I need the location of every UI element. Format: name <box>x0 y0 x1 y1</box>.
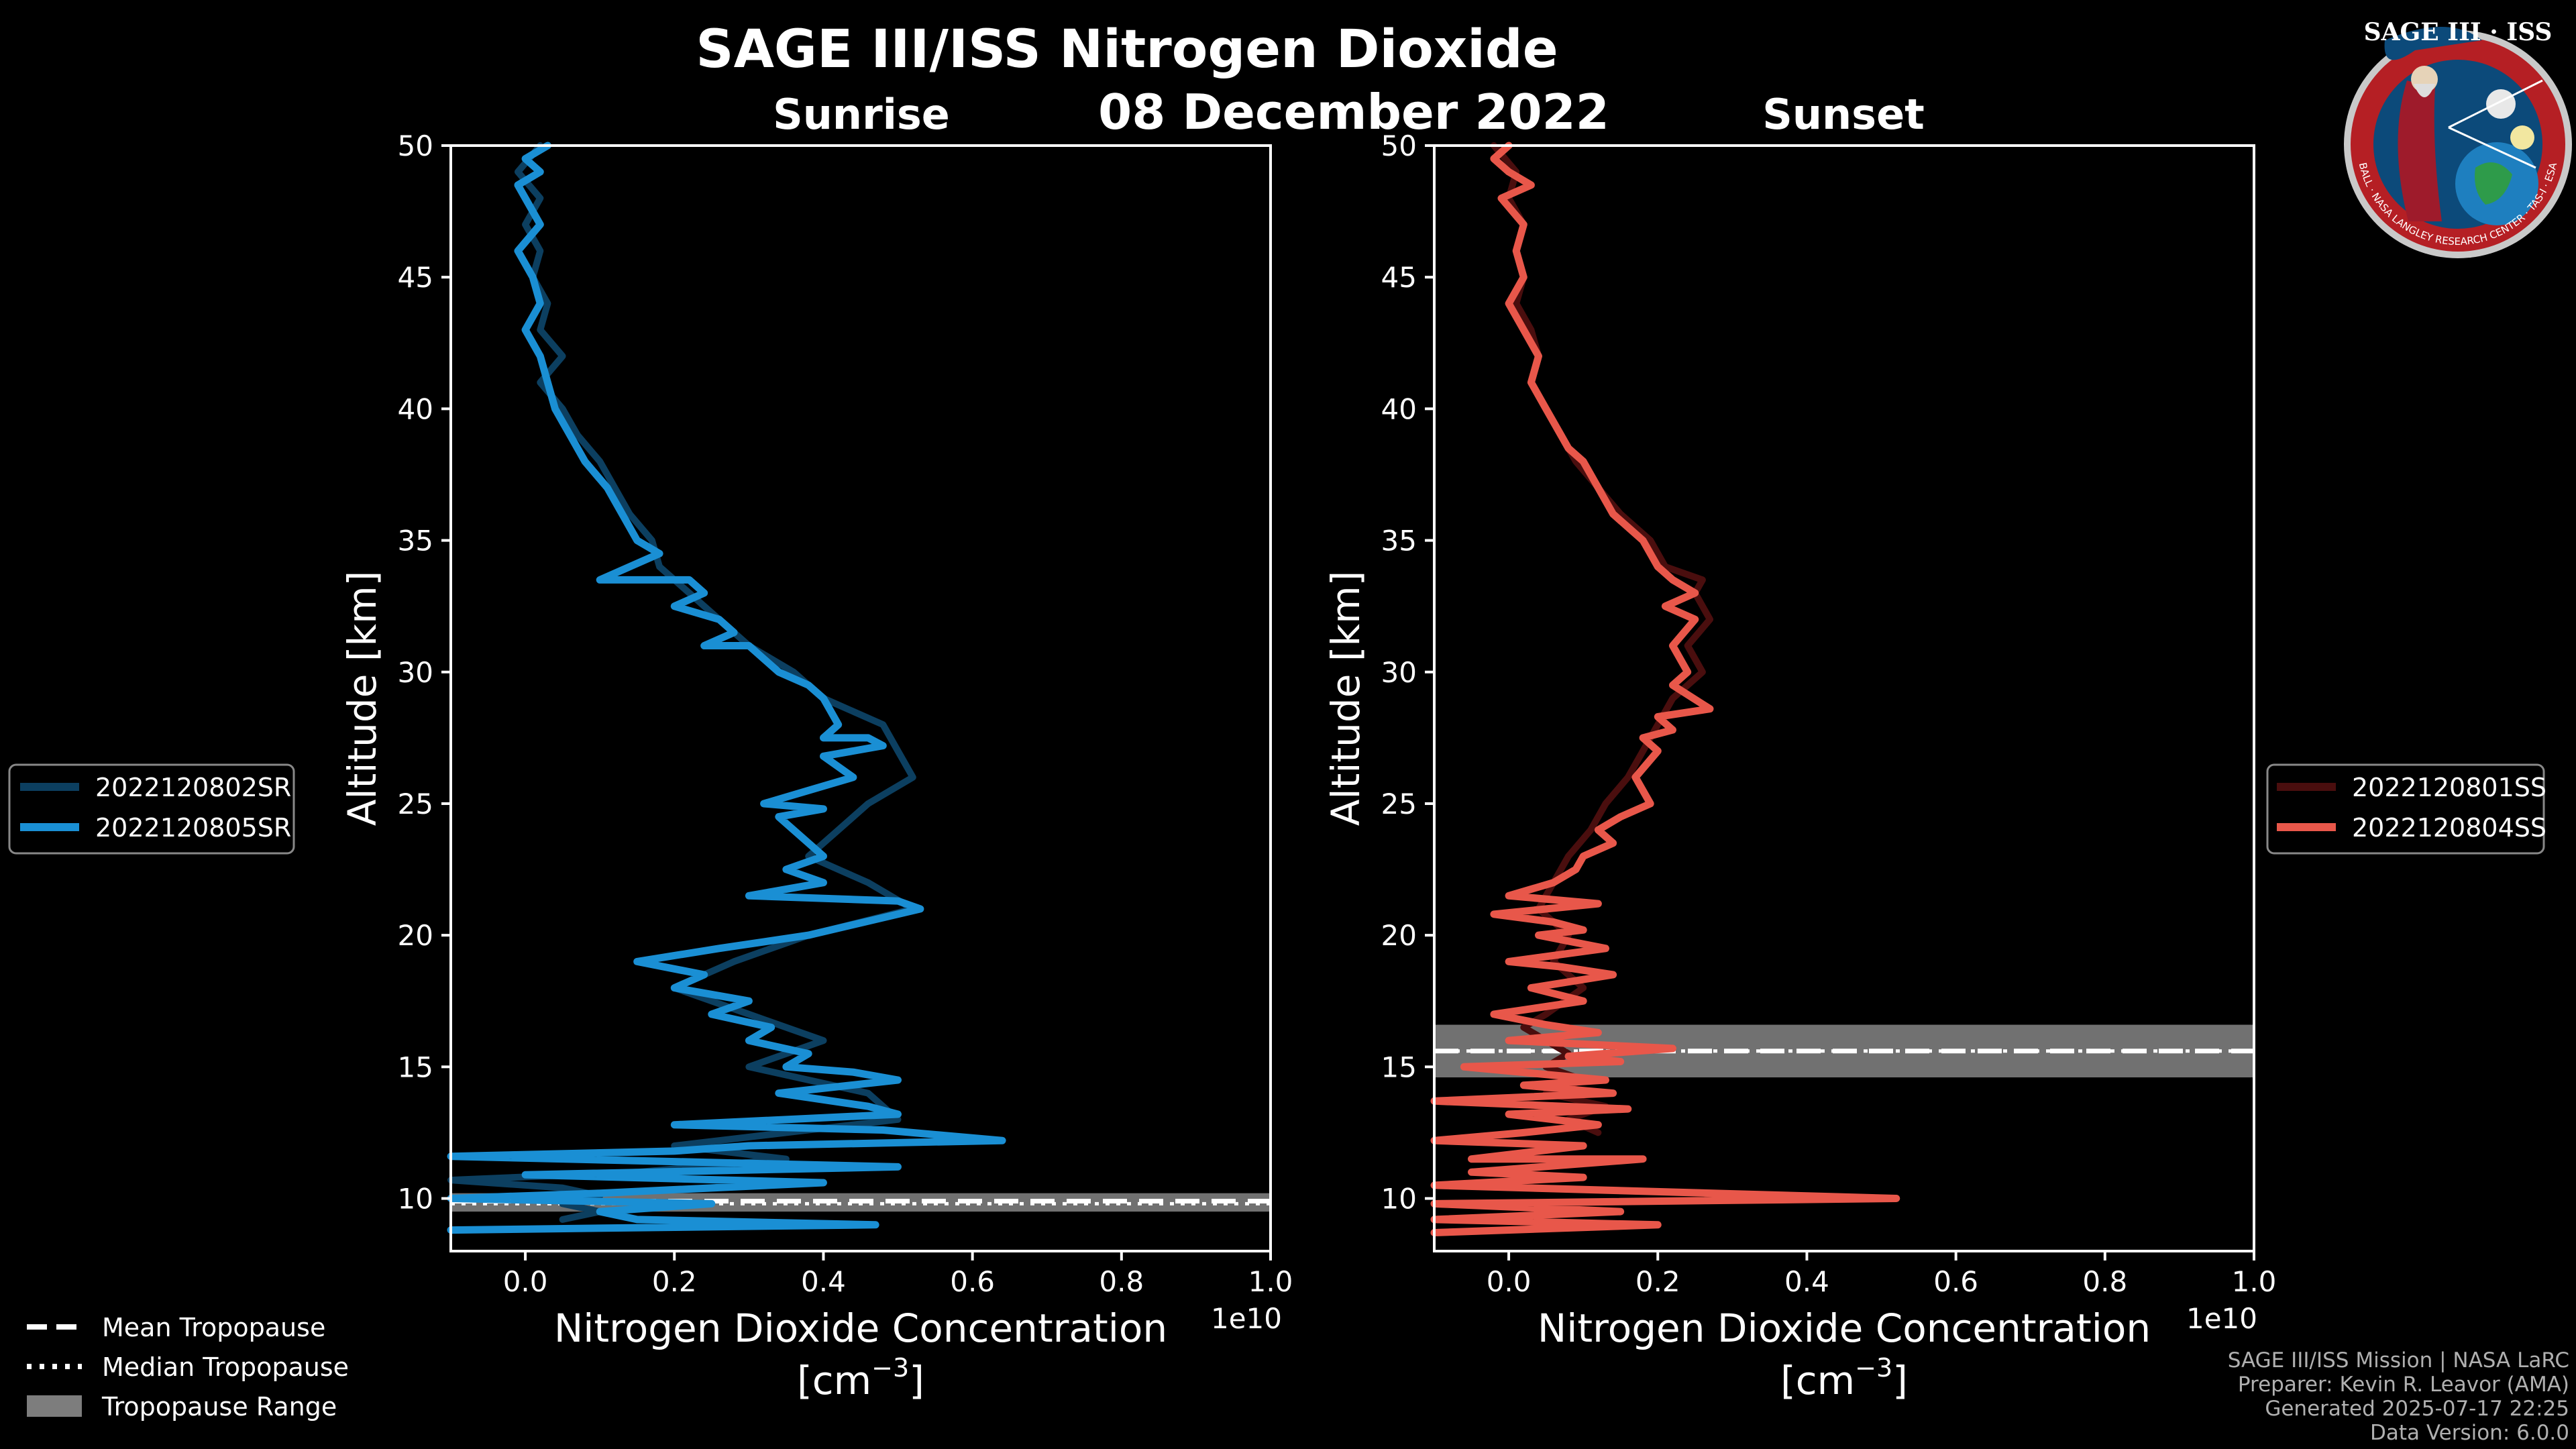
sunrise-y-tick-label: 45 <box>398 261 433 294</box>
sunrise-series-line-2022120805SR <box>447 142 1006 1234</box>
sunset-legend: 2022120801SS 2022120804SS <box>2266 763 2546 855</box>
sunrise-y-tick-label: 50 <box>398 129 433 162</box>
sunrise-x-tick-label: 0.0 <box>503 1265 548 1298</box>
legend-entry-2022120801SS: 2022120801SS <box>2352 773 2546 802</box>
legend-entry-2022120805SR: 2022120805SR <box>95 813 291 843</box>
sunrise-y-tick-label: 30 <box>398 656 433 689</box>
tropopause-legend: Mean Tropopause Median Tropopause Tropop… <box>27 1313 349 1421</box>
footer-credits: SAGE III/ISS Mission | NASA LaRC Prepare… <box>2228 1348 2569 1445</box>
footer-generated: Generated 2025-07-17 22:25 <box>2265 1397 2569 1421</box>
panel-title-sunset: Sunset <box>1762 90 1925 139</box>
figure-title: SAGE III/ISS Nitrogen Dioxide <box>696 19 1558 80</box>
sunrise-y-tick-label: 10 <box>398 1183 433 1216</box>
sunrise-y-tick-label: 40 <box>398 392 433 425</box>
legend-entry-2022120804SS: 2022120804SS <box>2352 813 2546 843</box>
sunset-x-axis-label: Nitrogen Dioxide Concentration <box>1538 1305 2151 1351</box>
legend-tropopause-range: Tropopause Range <box>101 1392 337 1421</box>
sunset-y-tick-label: 45 <box>1381 261 1417 294</box>
sunrise-x-axis-label: Nitrogen Dioxide Concentration <box>554 1305 1167 1351</box>
sunrise-chart: 0.0 0.2 0.4 0.6 0.8 1.0 10 15 20 25 30 35 40 45 50 Ni… <box>339 129 1293 1403</box>
sunset-y-tick-label: 30 <box>1381 656 1417 689</box>
sunrise-y-tick-label: 35 <box>398 525 433 557</box>
sunrise-y-tick-label: 15 <box>398 1051 433 1083</box>
sunrise-x-multiplier: 1e10 <box>1211 1302 1282 1335</box>
sunset-y-tick-label: 10 <box>1381 1183 1417 1216</box>
sunset-y-tick-label: 20 <box>1381 919 1417 952</box>
sunset-x-tick-label: 0.6 <box>1933 1265 1978 1298</box>
sage-iii-iss-logo: SAGE III · ISS BALL · NASA LANGLEY RESEA… <box>2344 18 2572 258</box>
sunrise-legend: 2022120802SR 2022120805SR <box>8 763 295 855</box>
sunrise-y-tick-label: 20 <box>398 919 433 952</box>
sunset-x-tick-label: 0.8 <box>2082 1265 2127 1298</box>
sunset-x-tick-label: 0.0 <box>1487 1265 1532 1298</box>
sunset-y-tick-label: 35 <box>1381 525 1417 557</box>
sunset-plot-frame <box>1433 144 2255 1252</box>
sunset-x-tick-label: 0.2 <box>1635 1265 1680 1298</box>
sunrise-x-tick-label: 0.6 <box>950 1265 995 1298</box>
sunset-x-tick-label: 1.0 <box>2232 1265 2277 1298</box>
sunset-x-tick-label: 0.4 <box>1784 1265 1829 1298</box>
sunset-chart: 0.0 0.2 0.4 0.6 0.8 1.0 10 15 20 25 30 35 40 45 50 Ni… <box>1323 129 2276 1403</box>
sunset-y-tick-label: 15 <box>1381 1051 1417 1083</box>
legend-range-swatch <box>27 1395 82 1417</box>
sunrise-x-tick-label: 0.4 <box>801 1265 846 1298</box>
panel-title-sunrise: Sunrise <box>773 90 950 139</box>
sunset-y-tick-label: 25 <box>1381 788 1417 820</box>
sunset-x-axis-unit: [cm−3] <box>1780 1353 1908 1403</box>
footer-mission: SAGE III/ISS Mission | NASA LaRC <box>2228 1348 2569 1373</box>
footer-data-version: Data Version: 6.0.0 <box>2370 1421 2569 1445</box>
legend-median-tropopause: Median Tropopause <box>102 1352 349 1382</box>
logo-text-top: SAGE III · ISS <box>2364 18 2553 46</box>
legend-mean-tropopause: Mean Tropopause <box>102 1313 325 1342</box>
sunset-y-tick-label: 40 <box>1381 392 1417 425</box>
sunset-y-tick-label: 50 <box>1381 129 1417 162</box>
sunrise-plot-frame <box>449 144 1272 1252</box>
sunset-x-multiplier: 1e10 <box>2186 1302 2257 1335</box>
figure-date: 08 December 2022 <box>1098 84 1609 140</box>
sunrise-x-tick-label: 0.2 <box>652 1265 697 1298</box>
sunset-y-axis-label: Altitude [km] <box>1323 571 1368 826</box>
footer-preparer: Preparer: Kevin R. Leavor (AMA) <box>2238 1373 2569 1397</box>
sunrise-y-tick-label: 25 <box>398 788 433 820</box>
sunrise-x-tick-label: 1.0 <box>1248 1265 1293 1298</box>
sunrise-x-tick-label: 0.8 <box>1099 1265 1144 1298</box>
sunset-series-line-2022120804SS <box>1430 142 1900 1236</box>
sunrise-x-axis-unit: [cm−3] <box>797 1353 924 1403</box>
legend-entry-2022120802SR: 2022120802SR <box>95 773 291 802</box>
sunrise-y-axis-label: Altitude [km] <box>339 571 385 826</box>
